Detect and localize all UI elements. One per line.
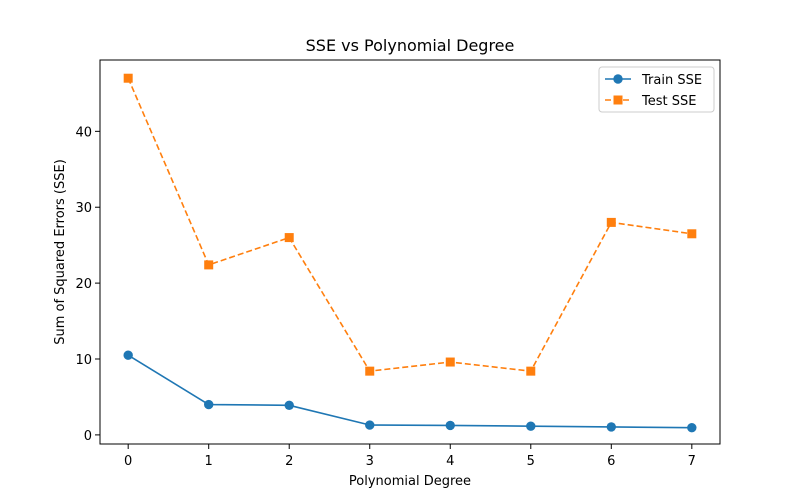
y-tick-label: 10 xyxy=(75,353,92,368)
train-sse-marker xyxy=(284,400,294,410)
x-axis-title: Polynomial Degree xyxy=(349,474,471,489)
test-sse-marker xyxy=(445,357,455,367)
legend: Train SSE Test SSE xyxy=(598,66,715,113)
plot-area xyxy=(99,59,721,445)
test-sse-marker xyxy=(687,229,697,239)
y-tick-label: 0 xyxy=(84,429,92,444)
train-sse-marker xyxy=(526,421,536,431)
train-sse-marker xyxy=(606,422,616,432)
legend-test-sse-label: Test SSE xyxy=(641,94,696,109)
chart-title: SSE vs Polynomial Degree xyxy=(306,36,515,55)
y-tick-label: 20 xyxy=(75,277,92,292)
test-sse-marker xyxy=(606,217,616,227)
test-sse-marker xyxy=(123,73,133,83)
train-sse-marker xyxy=(365,420,375,430)
legend-train-sse-marker xyxy=(613,74,623,84)
x-tick-label: 4 xyxy=(446,454,454,469)
y-tick-label: 30 xyxy=(75,201,92,216)
x-tick-label: 6 xyxy=(607,454,615,469)
train-sse-marker xyxy=(687,422,697,433)
x-tick-label: 0 xyxy=(124,454,132,469)
y-tick-label: 40 xyxy=(75,125,92,140)
train-sse-marker xyxy=(204,399,214,410)
test-sse-marker xyxy=(526,366,536,376)
y-axis-ticks: 0 10 20 30 40 xyxy=(75,125,100,444)
train-sse-line xyxy=(127,354,692,429)
test-sse-line xyxy=(127,77,692,372)
x-tick-label: 5 xyxy=(527,454,535,469)
x-tick-label: 1 xyxy=(205,454,213,469)
test-sse-marker xyxy=(365,366,375,376)
train-sse-marker xyxy=(123,350,133,360)
legend-entries: Train SSE Test SSE xyxy=(605,73,702,109)
y-axis-title: Sum of Squared Errors (SSE) xyxy=(53,159,68,345)
series-layer xyxy=(123,73,697,433)
test-sse-marker xyxy=(204,260,214,270)
legend-train-sse-label: Train SSE xyxy=(641,73,702,88)
test-sse-marker xyxy=(284,233,294,243)
x-axis-ticks: 0 1 2 3 4 5 6 7 xyxy=(124,444,696,469)
x-tick-label: 3 xyxy=(366,454,374,469)
x-tick-label: 2 xyxy=(285,454,293,469)
x-tick-label: 7 xyxy=(688,454,696,469)
train-sse-marker xyxy=(445,420,455,431)
legend-test-sse-marker xyxy=(613,95,623,105)
plot-frame xyxy=(99,59,721,445)
